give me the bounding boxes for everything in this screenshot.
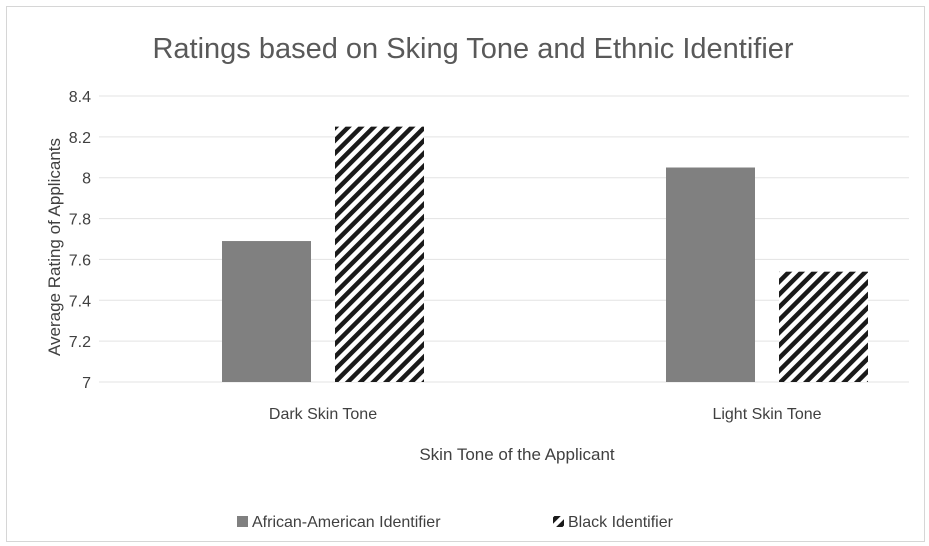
y-tick-label: 8 xyxy=(82,171,91,188)
bar xyxy=(335,126,424,383)
y-tick-label: 7.4 xyxy=(69,293,91,310)
y-tick-label: 8.2 xyxy=(69,130,91,147)
chart-title: Ratings based on Sking Tone and Ethnic I… xyxy=(152,33,793,65)
x-category-label: Dark Skin Tone xyxy=(269,406,377,423)
x-category-labels: Dark Skin Tone Light Skin Tone xyxy=(269,406,822,423)
y-axis-label: Average Rating of Applicants xyxy=(45,138,64,356)
chart-frame: Ratings based on Sking Tone and Ethnic I… xyxy=(6,6,925,542)
y-tick-label: 8.4 xyxy=(69,89,91,106)
legend-swatch xyxy=(237,516,248,527)
y-tick-label: 7.8 xyxy=(69,212,91,229)
chart-svg: Ratings based on Sking Tone and Ethnic I… xyxy=(45,33,909,531)
x-category-label: Light Skin Tone xyxy=(712,406,821,423)
legend-label: Black Identifier xyxy=(568,514,674,531)
legend-swatch xyxy=(553,516,564,527)
bars xyxy=(222,126,868,383)
y-tick-label: 7.6 xyxy=(69,252,91,269)
bar xyxy=(779,271,868,382)
legend-label: African-American Identifier xyxy=(252,514,441,531)
bar xyxy=(666,167,755,382)
y-tick-label: 7 xyxy=(82,375,91,392)
legend: African-American Identifier Black Identif… xyxy=(237,514,674,531)
y-tick-labels: 7 7.2 7.4 7.6 7.8 8 8.2 8.4 xyxy=(69,89,91,392)
y-tick-label: 7.2 xyxy=(69,334,91,351)
x-axis-label: Skin Tone of the Applicant xyxy=(419,445,615,464)
bar xyxy=(222,241,311,382)
